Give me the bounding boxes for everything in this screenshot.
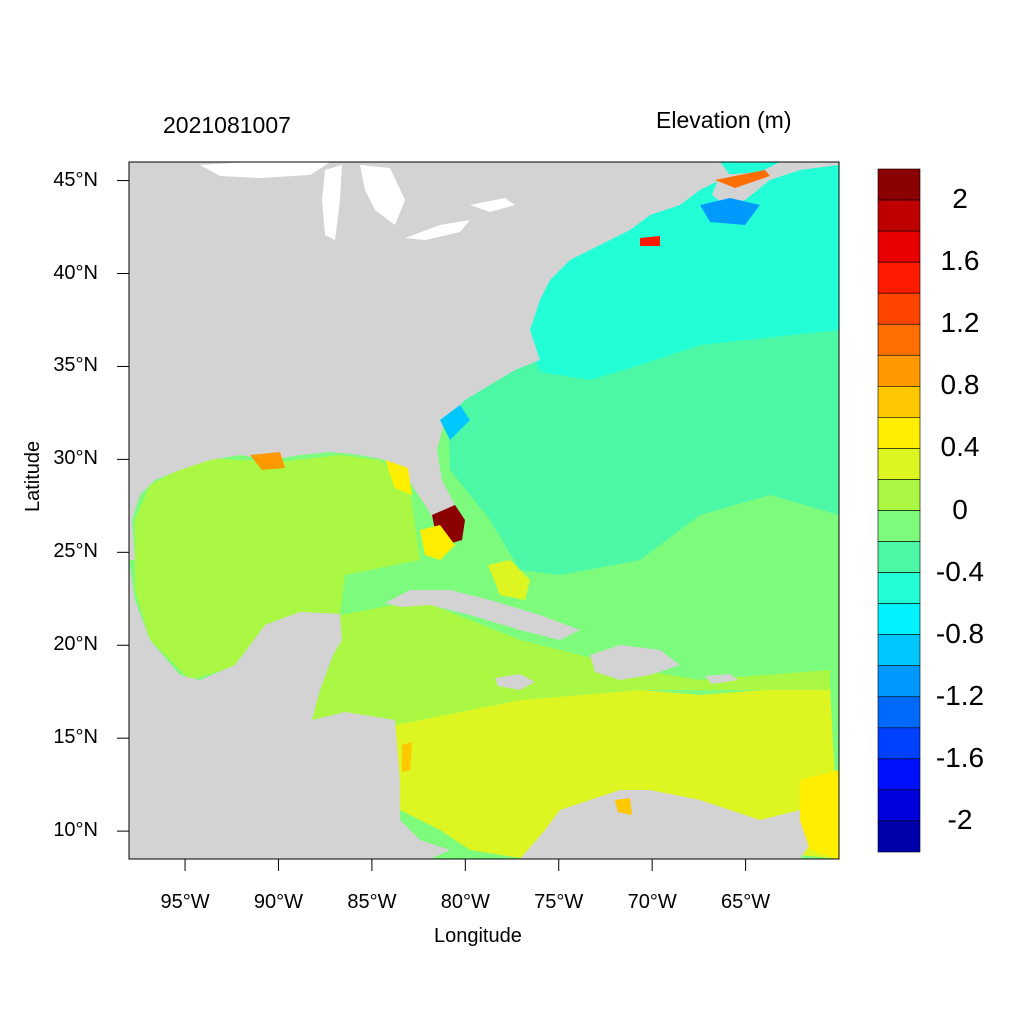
caribbean-green [310, 600, 830, 725]
colorbar-tick-label: 0.4 [940, 431, 980, 463]
y-tick-label: 45°N [53, 168, 98, 191]
colorbar-swatch [877, 696, 921, 729]
gulf-of-mexico [135, 455, 420, 680]
y-tick-label: 35°N [53, 354, 98, 377]
puerto-rico-land [705, 674, 738, 684]
colorbar-swatch [877, 168, 921, 201]
colorbar-tick-label: -2 [947, 803, 973, 835]
nova-scotia-surge [715, 170, 770, 188]
tick-marks [117, 180, 747, 871]
colorbar-swatch [877, 199, 921, 232]
colorbar-swatch [877, 572, 921, 604]
colorbar-swatch [877, 230, 921, 263]
cuba-land [385, 590, 580, 640]
colorbar-tick-label: -0.4 [935, 555, 985, 587]
x-tick-label: 90°W [253, 891, 304, 913]
map-frame [128, 161, 840, 860]
colorbar-tick-label: -1.2 [935, 679, 985, 711]
x-tick-label: 70°W [627, 891, 677, 913]
colorbar-tick-label: 1.2 [940, 307, 980, 339]
bahamas-bank [488, 560, 530, 600]
x-tick-label: 95°W [160, 891, 210, 913]
lake-michigan [322, 165, 342, 240]
colorbar-swatch [877, 292, 921, 325]
colorbar-swatch [877, 448, 921, 480]
big-bend-surge [385, 460, 412, 495]
x-tick-label: 65°W [721, 891, 771, 913]
gulf-of-maine-low [700, 198, 760, 225]
colorbar-swatch [877, 603, 921, 635]
colorbar-tick-label: 0.8 [940, 369, 980, 401]
colorbar [877, 168, 921, 853]
mexico-central-america-land [129, 560, 450, 859]
map-plot-area [129, 162, 839, 859]
colorbar-swatch [877, 634, 921, 667]
x-tick-label: 75°W [534, 891, 584, 913]
lake-huron [360, 165, 405, 225]
colorbar-swatch [877, 417, 921, 449]
lake-ontario [470, 198, 515, 212]
lake-superior [200, 162, 330, 178]
nicaragua-surge [402, 742, 412, 772]
y-tick-label: 20°N [53, 633, 98, 656]
long-island-surge [640, 236, 660, 246]
colorbar-swatch [877, 510, 921, 542]
colorbar-swatch [877, 323, 921, 356]
venezuela-surge [615, 798, 632, 815]
colorbar-swatch [877, 354, 921, 387]
colorbar-swatch [877, 541, 921, 573]
colorbar-tick-label: -1.6 [935, 741, 985, 773]
north-america-land [129, 162, 730, 560]
date-label: 2021081007 [163, 112, 291, 138]
nova-scotia-land [712, 162, 839, 205]
yucatan-land [260, 612, 342, 665]
colorbar-tick-label: -0.8 [935, 617, 985, 649]
colorbar-swatch [877, 261, 921, 294]
y-tick-label: 30°N [53, 447, 98, 470]
x-axis-title: Longitude [434, 925, 522, 947]
y-tick-label: 10°N [53, 819, 98, 842]
south-america-land [520, 790, 820, 859]
colorbar-tick-label: 0 [952, 493, 968, 525]
x-tick-label: 80°W [440, 891, 490, 913]
east-caribbean-surge [800, 770, 839, 859]
y-tick-label: 40°N [53, 261, 98, 284]
colorbar-tick-label: 1.6 [940, 245, 980, 277]
lake-erie [405, 220, 470, 240]
louisiana-surge [250, 452, 285, 470]
carolina-low [440, 405, 470, 440]
y-tick-label: 15°N [53, 726, 98, 749]
colorbar-swatch [877, 386, 921, 418]
x-tick-label: 85°W [347, 891, 397, 913]
keys-surge [420, 525, 455, 560]
y-tick-label: 25°N [53, 540, 98, 563]
colorbar-swatch [877, 727, 921, 760]
hispaniola-land [590, 645, 680, 680]
jamaica-land [495, 674, 535, 690]
colorbar-swatch [877, 820, 921, 853]
colorbar-tick-label: 2 [952, 183, 968, 215]
colorbar-swatch [877, 758, 921, 791]
units-label: Elevation (m) [656, 107, 792, 133]
colorbar-swatch [877, 479, 921, 511]
colorbar-swatch [877, 789, 921, 822]
colorbar-swatch [877, 665, 921, 698]
